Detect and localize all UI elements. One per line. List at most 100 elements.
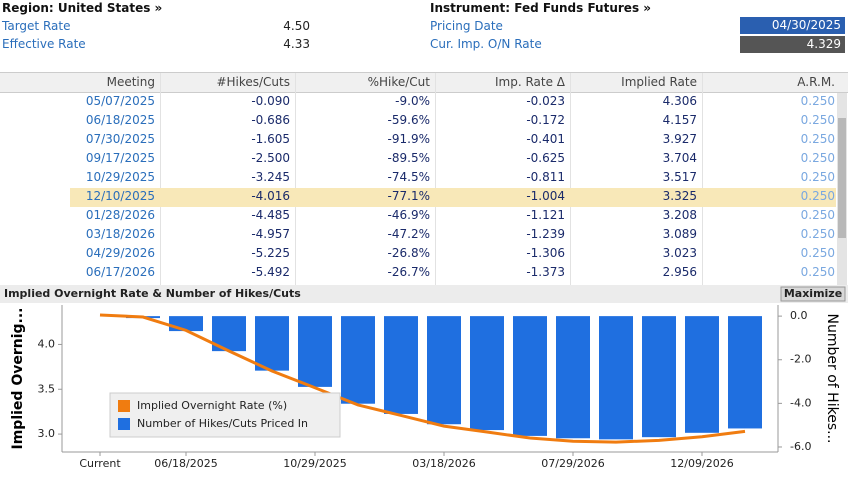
y-tick-label: 4.0 bbox=[38, 337, 56, 350]
bar bbox=[341, 316, 375, 404]
cell: -1.605 bbox=[251, 132, 290, 146]
maximize-button[interactable] bbox=[780, 286, 846, 302]
column-header: Imp. Rate Δ bbox=[494, 75, 565, 89]
effective-rate-label: Effective Rate bbox=[2, 37, 86, 51]
meeting-date[interactable]: 12/10/2025 bbox=[85, 189, 155, 203]
column-header: #Hikes/Cuts bbox=[216, 75, 290, 89]
cell: -0.023 bbox=[526, 94, 565, 108]
cell: -1.239 bbox=[526, 227, 565, 241]
cell: 0.250 bbox=[800, 132, 835, 146]
cell: -1.121 bbox=[526, 208, 565, 222]
cell: 3.089 bbox=[662, 227, 697, 241]
pricing-date-label: Pricing Date bbox=[430, 19, 503, 33]
legend-label: Number of Hikes/Cuts Priced In bbox=[137, 417, 308, 430]
legend bbox=[109, 392, 341, 438]
cell: -4.485 bbox=[251, 208, 290, 222]
y-axis-title: Implied Overnig... bbox=[10, 308, 26, 450]
cell: 0.250 bbox=[800, 94, 835, 108]
cell: 2.956 bbox=[662, 265, 697, 279]
chart-title: Implied Overnight Rate & Number of Hikes… bbox=[4, 287, 301, 300]
x-tick-label: 12/09/2026 bbox=[670, 457, 733, 470]
y2-tick-label: -4.0 bbox=[790, 396, 811, 409]
bar bbox=[427, 316, 461, 425]
cell: -1.004 bbox=[526, 189, 565, 203]
cell: 4.157 bbox=[662, 113, 697, 127]
cell: -89.5% bbox=[387, 151, 430, 165]
cell: 3.208 bbox=[662, 208, 697, 222]
title-bar bbox=[0, 285, 848, 303]
cell: 0.250 bbox=[800, 151, 835, 165]
legend-swatch bbox=[118, 400, 130, 412]
cell: 3.704 bbox=[662, 151, 697, 165]
bar bbox=[556, 316, 590, 439]
cell: -47.2% bbox=[387, 227, 430, 241]
cell: -0.401 bbox=[526, 132, 565, 146]
y2-axis-title: Number of Hikes... bbox=[824, 314, 840, 444]
bar bbox=[255, 316, 289, 371]
x-tick-label: 06/18/2025 bbox=[154, 457, 217, 470]
meeting-date[interactable]: 07/30/2025 bbox=[85, 132, 155, 146]
column-header: Meeting bbox=[106, 75, 155, 89]
meeting-date[interactable]: 06/17/2026 bbox=[85, 265, 155, 279]
cell: -74.5% bbox=[387, 170, 430, 184]
column-header: A.R.M. bbox=[797, 75, 835, 89]
target-rate-label: Target Rate bbox=[2, 19, 71, 33]
cell: 0.250 bbox=[800, 265, 835, 279]
meeting-date[interactable]: 01/28/2026 bbox=[85, 208, 155, 222]
cell: 3.517 bbox=[662, 170, 697, 184]
cell: -4.957 bbox=[251, 227, 290, 241]
cell: 0.250 bbox=[800, 208, 835, 222]
meeting-date[interactable]: 04/29/2026 bbox=[85, 246, 155, 260]
bar bbox=[728, 316, 762, 429]
cell: -3.245 bbox=[251, 170, 290, 184]
bar bbox=[685, 316, 719, 433]
cell: -26.8% bbox=[387, 246, 430, 260]
cell: 3.325 bbox=[662, 189, 697, 203]
region[interactable]: Region: United States » bbox=[2, 1, 163, 15]
target-rate: 4.50 bbox=[283, 19, 310, 33]
column-sep bbox=[702, 73, 703, 286]
y-tick-label: 3.0 bbox=[38, 427, 56, 440]
highlight-row bbox=[70, 188, 836, 207]
meeting-date[interactable]: 09/17/2025 bbox=[85, 151, 155, 165]
cell: 3.927 bbox=[662, 132, 697, 146]
column-sep bbox=[160, 73, 161, 286]
y2-tick-label: -2.0 bbox=[790, 353, 811, 366]
cell: -77.1% bbox=[387, 189, 430, 203]
header-bg bbox=[0, 73, 848, 93]
column-sep bbox=[295, 73, 296, 286]
meeting-date[interactable]: 05/07/2025 bbox=[85, 94, 155, 108]
y2-tick-label: 0.0 bbox=[790, 309, 808, 322]
cell: -0.811 bbox=[526, 170, 565, 184]
scroll-thumb[interactable] bbox=[838, 118, 846, 238]
cell: -5.225 bbox=[251, 246, 290, 260]
meeting-date[interactable]: 03/18/2026 bbox=[85, 227, 155, 241]
bar bbox=[384, 316, 418, 414]
pricing-date[interactable]: 04/30/2025 bbox=[740, 17, 845, 34]
x-tick-label: 03/18/2026 bbox=[412, 457, 475, 470]
cell: -46.9% bbox=[387, 208, 430, 222]
cell: -59.6% bbox=[387, 113, 430, 127]
meeting-date[interactable]: 10/29/2025 bbox=[85, 170, 155, 184]
maximize-label[interactable]: Maximize bbox=[784, 287, 842, 300]
instrument[interactable]: Instrument: Fed Funds Futures » bbox=[430, 1, 652, 15]
cell: -0.172 bbox=[526, 113, 565, 127]
column-header: %Hike/Cut bbox=[367, 75, 430, 89]
meeting-date[interactable]: 06/18/2025 bbox=[85, 113, 155, 127]
cell: -4.016 bbox=[251, 189, 290, 203]
cell: -26.7% bbox=[387, 265, 430, 279]
column-header: Implied Rate bbox=[621, 75, 697, 89]
cell: 0.250 bbox=[800, 113, 835, 127]
cur-rate-label: Cur. Imp. O/N Rate bbox=[430, 37, 542, 51]
column-sep bbox=[570, 73, 571, 286]
column-sep bbox=[435, 73, 436, 286]
legend-swatch bbox=[118, 418, 130, 430]
cell: -1.373 bbox=[526, 265, 565, 279]
meeting-table: Meeting #Hikes/Cuts %Hike/Cut Imp. Rate Δ Im… bbox=[0, 72, 848, 286]
y2-tick-label: -6.0 bbox=[790, 440, 811, 453]
cell: -0.625 bbox=[526, 151, 565, 165]
cur-rate: 4.329 bbox=[740, 36, 845, 53]
x-tick-label: Current bbox=[79, 457, 121, 470]
cell: -2.500 bbox=[251, 151, 290, 165]
